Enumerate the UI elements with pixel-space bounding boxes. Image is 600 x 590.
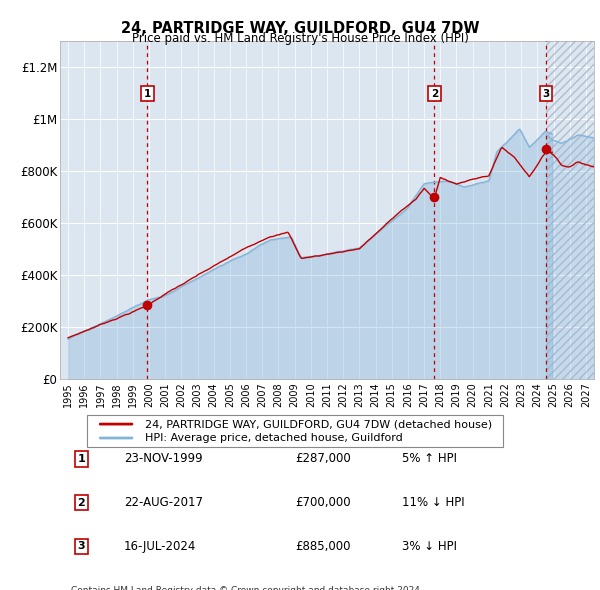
Text: HPI: Average price, detached house, Guildford: HPI: Average price, detached house, Guil…	[145, 433, 403, 443]
Text: 3% ↓ HPI: 3% ↓ HPI	[402, 540, 457, 553]
Text: 22-AUG-2017: 22-AUG-2017	[124, 496, 203, 509]
Text: 1: 1	[77, 454, 85, 464]
Text: 5% ↑ HPI: 5% ↑ HPI	[402, 453, 457, 466]
Bar	[546, 41, 594, 379]
Text: 2: 2	[431, 88, 438, 99]
Text: Contains HM Land Registry data © Crown copyright and database right 2024.: Contains HM Land Registry data © Crown c…	[71, 586, 422, 590]
FancyBboxPatch shape	[87, 415, 503, 447]
Text: £287,000: £287,000	[295, 453, 351, 466]
Text: £885,000: £885,000	[295, 540, 350, 553]
Text: 24, PARTRIDGE WAY, GUILDFORD, GU4 7DW (detached house): 24, PARTRIDGE WAY, GUILDFORD, GU4 7DW (d…	[145, 419, 493, 429]
Text: 1: 1	[144, 88, 151, 99]
Text: 11% ↓ HPI: 11% ↓ HPI	[402, 496, 464, 509]
Bar	[546, 41, 594, 379]
Text: 3: 3	[77, 542, 85, 552]
Text: 16-JUL-2024: 16-JUL-2024	[124, 540, 196, 553]
Text: 23-NOV-1999: 23-NOV-1999	[124, 453, 203, 466]
Text: £700,000: £700,000	[295, 496, 350, 509]
Text: 2: 2	[77, 497, 85, 507]
Text: Price paid vs. HM Land Registry's House Price Index (HPI): Price paid vs. HM Land Registry's House …	[131, 32, 469, 45]
Text: 3: 3	[542, 88, 550, 99]
Text: 24, PARTRIDGE WAY, GUILDFORD, GU4 7DW: 24, PARTRIDGE WAY, GUILDFORD, GU4 7DW	[121, 21, 479, 35]
